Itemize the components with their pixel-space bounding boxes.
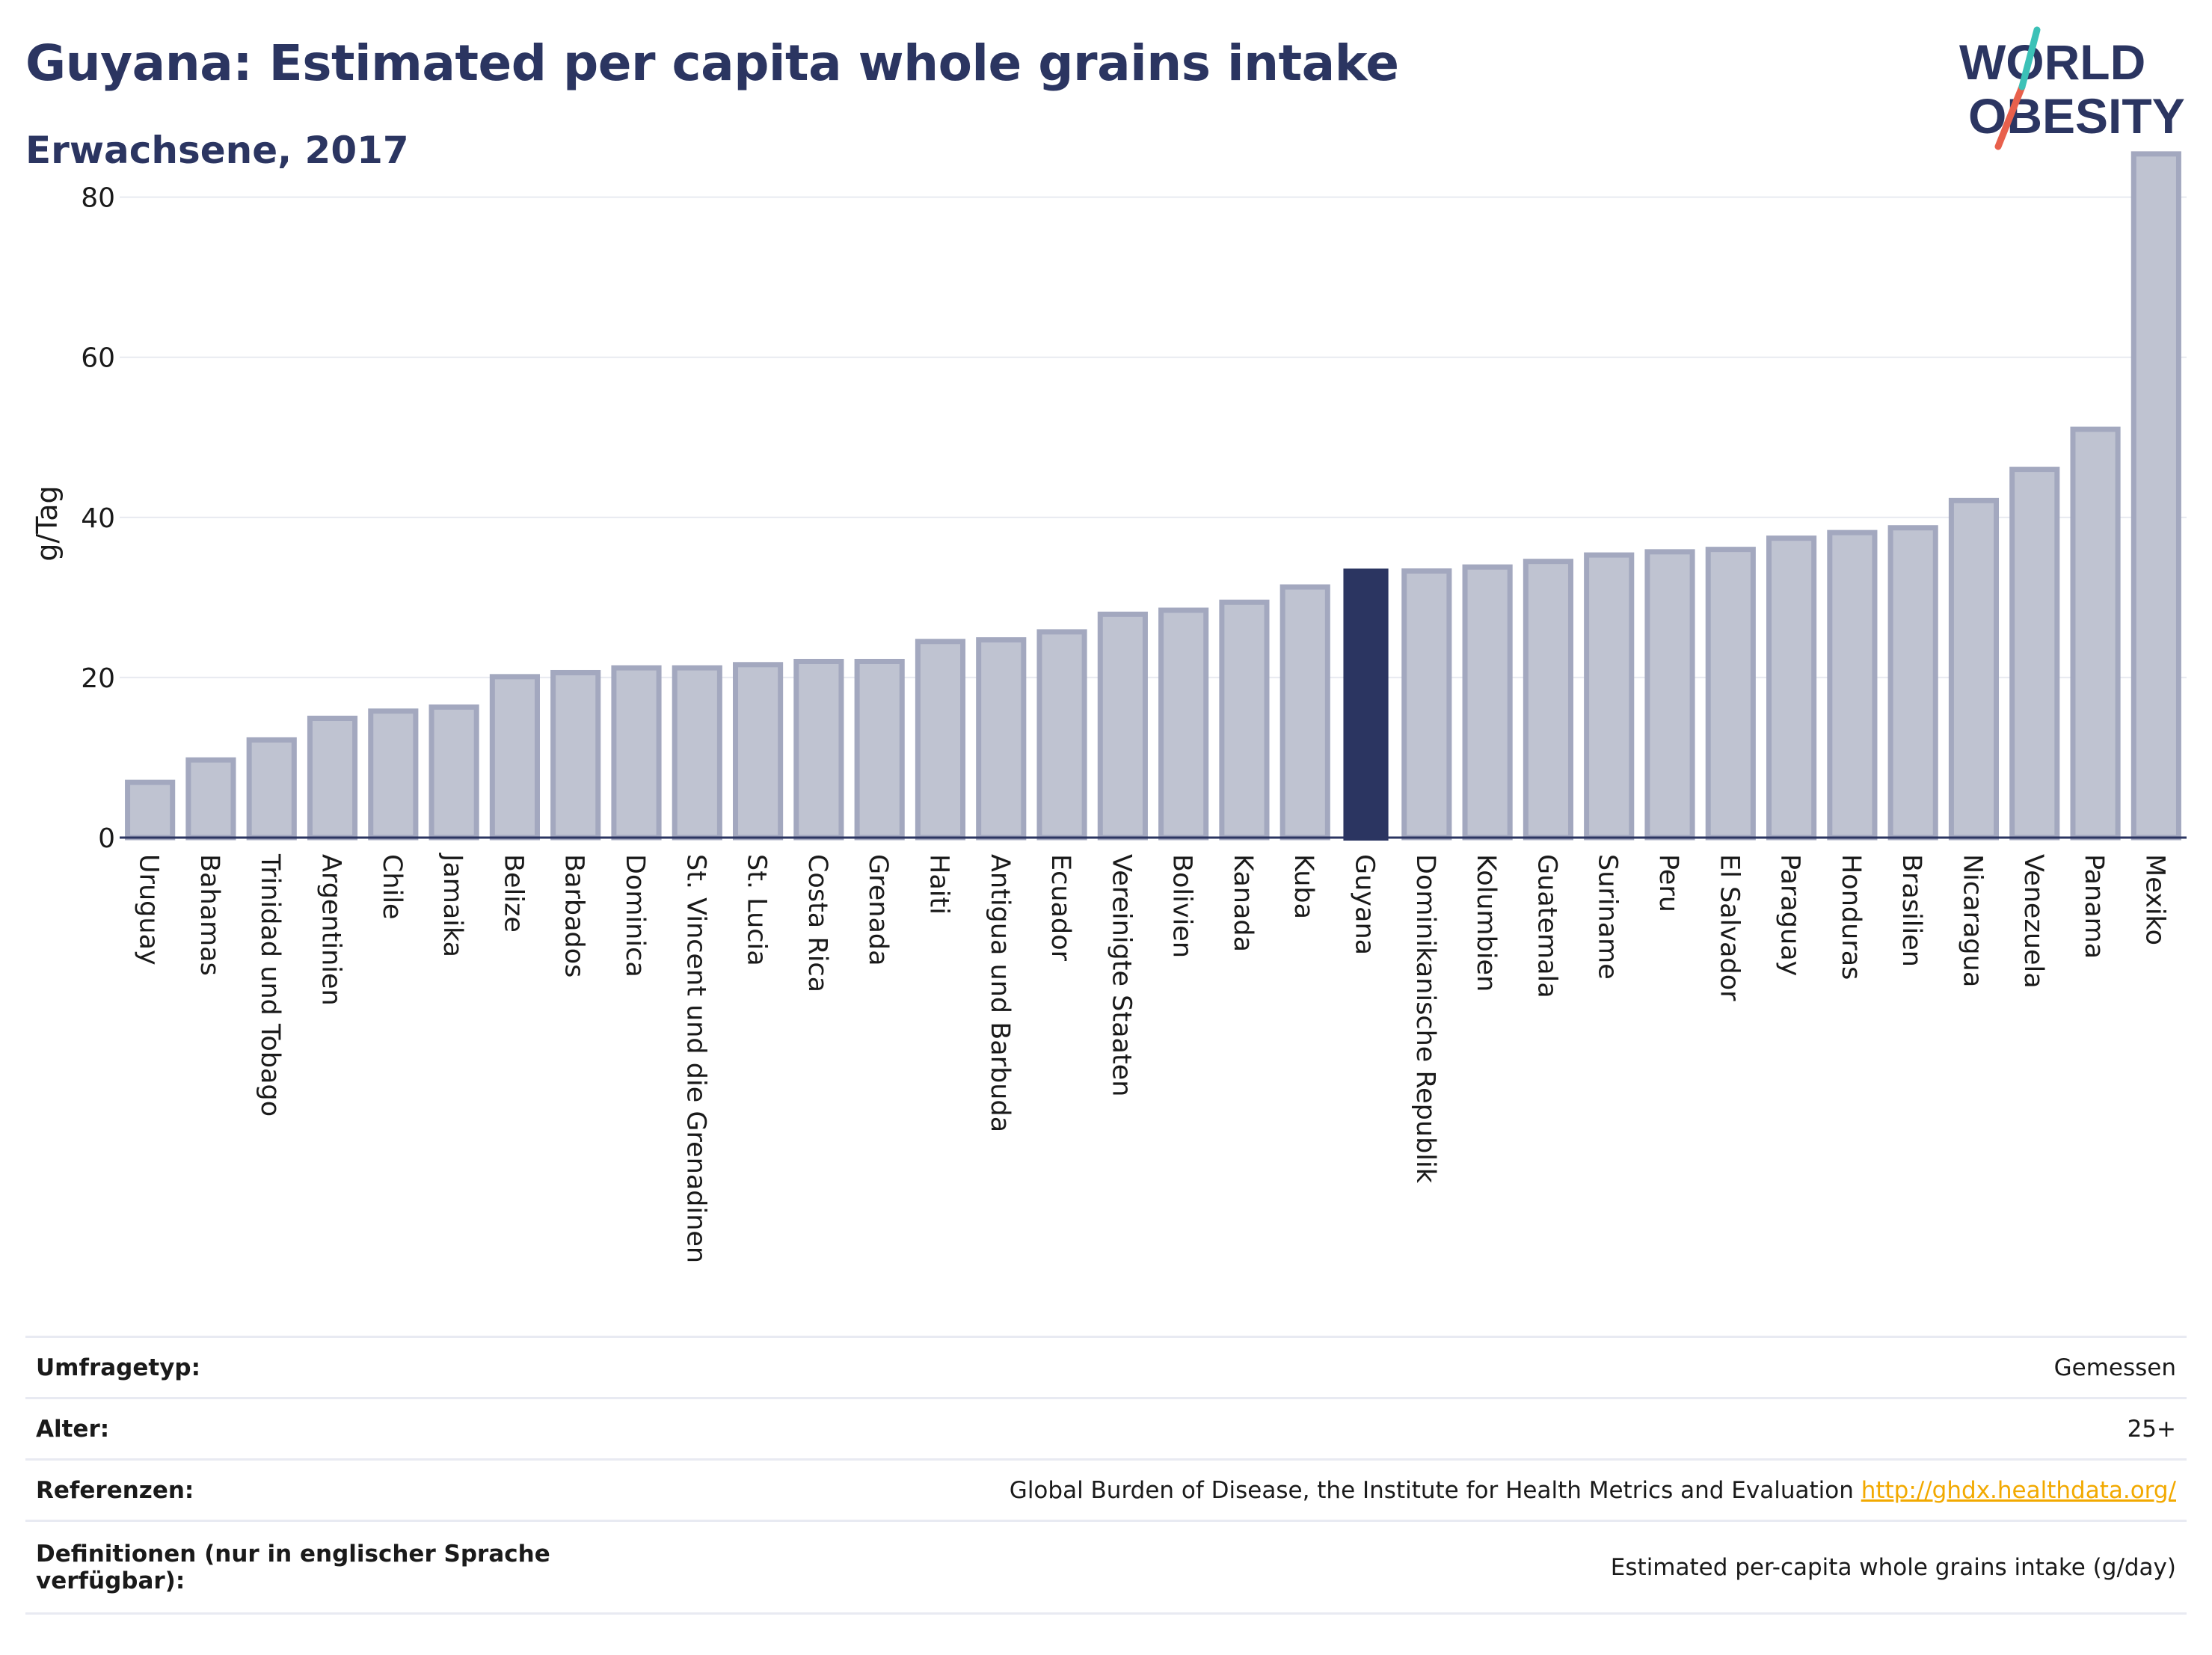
x-tick-label: Honduras <box>1836 854 1866 980</box>
x-tick-label: Antigua und Barbuda <box>985 854 1015 1132</box>
bar-grenada[interactable] <box>854 659 905 841</box>
x-tick-label: Barbados <box>559 854 589 977</box>
bar-jamaika[interactable] <box>428 704 479 841</box>
x-tick-label: Trinidad und Tobago <box>255 853 285 1117</box>
x-axis-labels: Uruguay Bahamas Trinidad und Tobago Argenti… <box>134 853 2170 1263</box>
bar-kanada[interactable] <box>1219 599 1270 841</box>
bar-bahamas[interactable] <box>185 757 236 841</box>
bar-panama[interactable] <box>2070 426 2121 841</box>
x-tick-label: El Salvador <box>1714 854 1744 1001</box>
meta-row-references: Referenzen: Global Burden of Disease, th… <box>25 1458 2187 1521</box>
x-tick-label: Kuba <box>1288 854 1318 919</box>
bar-dominica[interactable] <box>611 665 662 841</box>
meta-row-survey-type: Umfragetyp: Gemessen <box>25 1336 2187 1398</box>
y-axis-label: g/Tag <box>31 485 64 561</box>
x-tick-label: Mexiko <box>2139 854 2169 945</box>
metadata-table: Umfragetyp: Gemessen Alter: 25+ Referenz… <box>25 1336 2187 1615</box>
x-tick-label: Haiti <box>924 854 953 915</box>
chart-title: Guyana: Estimated per capita whole grain… <box>25 34 1399 92</box>
x-tick-label: St. Vincent und die Grenadinen <box>681 854 710 1263</box>
meta-value: Estimated per-capita whole grains intake… <box>570 1520 2187 1615</box>
x-tick-label: Vereinigte Staaten <box>1106 854 1136 1096</box>
y-tick-label: 40 <box>81 503 115 534</box>
y-tick-label: 60 <box>81 343 115 374</box>
world-obesity-logo: WORLD OBESITY <box>1959 26 2185 150</box>
meta-value: Global Burden of Disease, the Institute … <box>570 1458 2187 1521</box>
bar-haiti[interactable] <box>915 639 966 841</box>
bar-kolumbien[interactable] <box>1462 564 1513 841</box>
bar-st-vincent-und-die-grenadinen[interactable] <box>672 665 722 841</box>
bar-vereinigte-staaten[interactable] <box>1097 611 1148 841</box>
x-tick-label: Jamaika <box>437 853 467 957</box>
bar-st-lucia[interactable] <box>733 662 784 841</box>
bar-chile[interactable] <box>368 708 419 841</box>
bar-kuba[interactable] <box>1279 584 1330 841</box>
x-tick-label: Panama <box>2079 854 2109 959</box>
meta-label: Definitionen (nur in englischer Sprache … <box>25 1520 570 1615</box>
x-tick-label: Grenada <box>863 854 893 966</box>
x-tick-label: Costa Rica <box>802 854 832 992</box>
x-tick-label: Brasilien <box>1896 854 1926 967</box>
logo-teal-stroke <box>2018 26 2041 90</box>
x-tick-label: Dominikanische Republik <box>1410 854 1440 1184</box>
bar-trinidad-und-tobago[interactable] <box>246 737 297 841</box>
y-axis-ticks: 0 20 40 60 80 <box>81 183 115 854</box>
chart-subtitle: Erwachsene, 2017 <box>25 129 409 172</box>
x-tick-label: Chile <box>377 854 407 920</box>
x-tick-label: Guatemala <box>1531 854 1561 998</box>
bar-peru[interactable] <box>1644 549 1695 841</box>
bars <box>125 151 2181 841</box>
x-tick-label: St. Lucia <box>742 854 772 966</box>
x-tick-label: Peru <box>1653 854 1683 912</box>
x-tick-label: Bolivien <box>1167 854 1197 958</box>
bar-honduras[interactable] <box>1827 529 1878 841</box>
y-tick-label: 20 <box>81 663 115 694</box>
meta-label: Umfragetyp: <box>25 1336 570 1398</box>
bar-mexiko[interactable] <box>2130 151 2181 841</box>
bar-venezuela[interactable] <box>2009 467 2060 841</box>
y-tick-label: 0 <box>98 823 115 854</box>
x-tick-label: Kolumbien <box>1471 854 1501 992</box>
reference-link[interactable]: http://ghdx.healthdata.org/ <box>1861 1476 2176 1504</box>
y-tick-label: 80 <box>81 183 115 214</box>
meta-row-definitions: Definitionen (nur in englischer Sprache … <box>25 1520 2187 1615</box>
x-tick-label: Ecuador <box>1045 854 1075 962</box>
bar-guatemala[interactable] <box>1523 559 1573 841</box>
bar-antigua-und-barbuda[interactable] <box>976 637 1027 841</box>
bar-barbados[interactable] <box>550 669 601 841</box>
bar-brasilien[interactable] <box>1887 525 1938 841</box>
bar-suriname[interactable] <box>1584 552 1635 841</box>
x-tick-label: Nicaragua <box>1957 854 1987 987</box>
reference-text: Global Burden of Disease, the Institute … <box>1009 1476 1854 1504</box>
logo-red-stroke <box>1994 83 2026 150</box>
meta-row-age: Alter: 25+ <box>25 1397 2187 1460</box>
bar-nicaragua[interactable] <box>1948 497 2000 841</box>
x-tick-label: Guyana <box>1350 854 1380 955</box>
x-tick-label: Kanada <box>1228 854 1258 952</box>
bar-guyana[interactable] <box>1343 568 1389 841</box>
bar-dominikanische-republik[interactable] <box>1401 568 1452 841</box>
meta-label: Alter: <box>25 1397 570 1460</box>
meta-label: Referenzen: <box>25 1458 570 1521</box>
bar-costa-rica[interactable] <box>793 659 844 841</box>
meta-value: 25+ <box>570 1397 2187 1460</box>
x-tick-label: Suriname <box>1593 854 1623 980</box>
x-tick-label: Bahamas <box>194 854 224 976</box>
x-tick-label: Uruguay <box>134 854 164 965</box>
x-tick-label: Venezuela <box>2018 854 2048 989</box>
bar-paraguay[interactable] <box>1766 535 1817 841</box>
x-tick-label: Dominica <box>620 854 650 977</box>
x-tick-label: Argentinien <box>316 854 346 1006</box>
bar-uruguay[interactable] <box>125 779 176 841</box>
bar-belize[interactable] <box>489 674 540 841</box>
bar-chart: 0 20 40 60 80 Uruguay Bahamas Trinidad und Tob… <box>31 151 2187 1263</box>
bar-argentinien[interactable] <box>307 716 358 841</box>
meta-value: Gemessen <box>570 1336 2187 1398</box>
bar-el-salvador[interactable] <box>1705 547 1756 841</box>
logo-line1: WORLD <box>1959 34 2145 90</box>
bar-ecuador[interactable] <box>1036 629 1087 841</box>
x-tick-label: Belize <box>498 854 528 933</box>
bar-bolivien[interactable] <box>1158 607 1209 841</box>
x-tick-label: Paraguay <box>1775 854 1805 976</box>
